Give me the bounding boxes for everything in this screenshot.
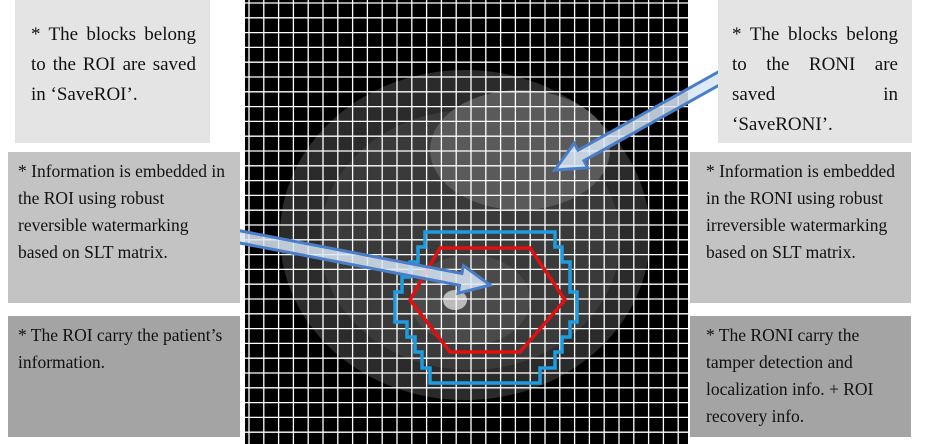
text-box: * Information is embedded in the ROI usi… <box>8 152 240 303</box>
text-box: * The RONI carry the tamper detection an… <box>690 316 911 437</box>
text-box: * Information is embedded in the RONI us… <box>690 152 911 303</box>
page: * The blocks belong to the ROI are saved… <box>0 0 925 444</box>
text-box: * The ROI carry the patient’s informatio… <box>8 316 240 437</box>
text-box: * The blocks belong to the RONI are save… <box>718 0 912 143</box>
text-box: * The blocks belong to the ROI are saved… <box>15 0 210 143</box>
